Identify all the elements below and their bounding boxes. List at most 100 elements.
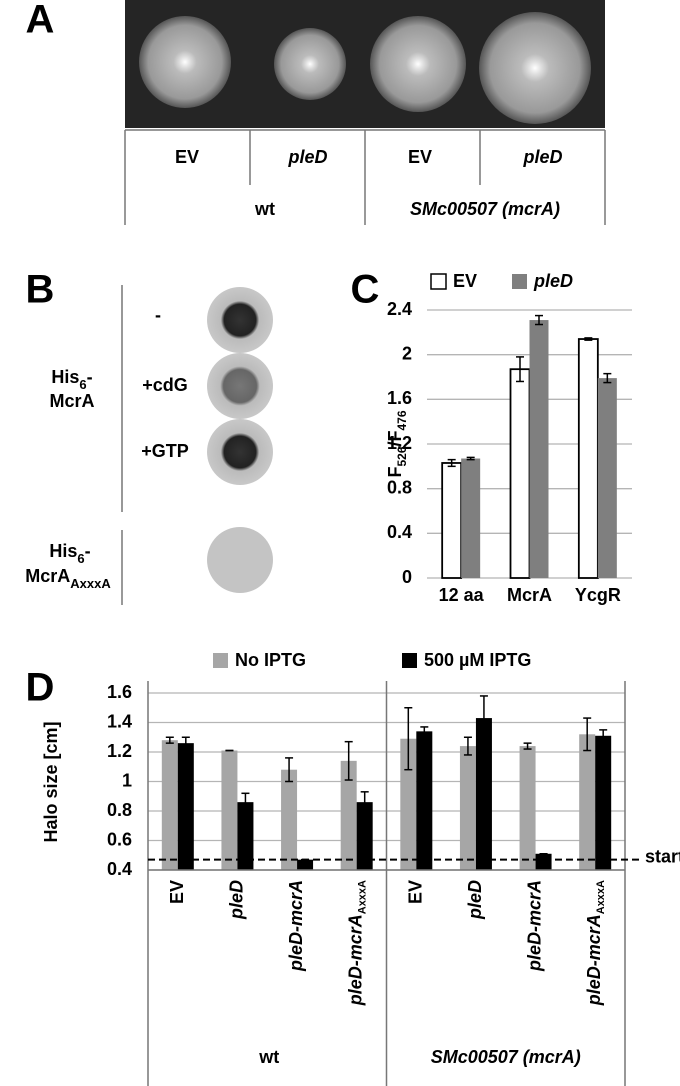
error-bar xyxy=(447,458,456,468)
panel-letter: C xyxy=(351,268,380,312)
bar xyxy=(400,738,417,870)
label-sub: 6 xyxy=(79,377,86,392)
category-text: pleD xyxy=(226,880,246,920)
error-bar xyxy=(584,337,593,341)
x-tick-label: EV xyxy=(167,880,187,904)
halo xyxy=(274,28,346,100)
bar xyxy=(459,746,476,870)
error-bar xyxy=(523,742,532,750)
category-text: pleD-mcrA xyxy=(584,914,604,1006)
group-label: SMc00507 (mcrA) xyxy=(410,199,560,219)
x-tick-label: pleD-mcrAAxxxA xyxy=(345,880,368,1006)
x-tick-label: pleD-mcrA xyxy=(524,880,544,972)
error-bar xyxy=(241,792,250,812)
error-bar xyxy=(516,356,524,383)
error-bar xyxy=(360,791,369,814)
panel-letter: A xyxy=(26,0,55,42)
bar xyxy=(579,734,596,870)
halo xyxy=(370,16,466,112)
x-tick-label: YcgR xyxy=(575,585,621,605)
category-text: pleD xyxy=(465,880,485,920)
group-label: wt xyxy=(258,1047,279,1067)
category-text: pleD-mcrA xyxy=(286,880,306,972)
bar xyxy=(441,462,463,579)
error-bar xyxy=(599,729,608,743)
bar xyxy=(177,743,194,870)
condition-label: +cdG xyxy=(142,375,188,395)
category-text: pleD-mcrA xyxy=(345,914,365,1006)
dot-blot xyxy=(207,287,273,353)
x-tick-label: EV xyxy=(405,880,425,904)
dot-blot xyxy=(207,419,273,485)
x-tick-label: pleD-mcrAAxxxA xyxy=(584,880,607,1006)
y-tick-label: 1.2 xyxy=(107,741,132,761)
bar xyxy=(356,802,373,870)
legend-swatch xyxy=(430,273,447,290)
halo xyxy=(479,12,591,124)
x-tick-label: pleD xyxy=(465,880,485,920)
legend-swatch xyxy=(512,274,527,289)
bar xyxy=(297,859,314,870)
y-tick-label: 1.6 xyxy=(107,682,132,702)
lane-label: pleD xyxy=(287,147,327,167)
x-tick-label: 12 aa xyxy=(439,585,485,605)
lane-label: EV xyxy=(408,147,432,167)
condition-label: +GTP xyxy=(141,441,189,461)
bar xyxy=(535,853,552,870)
bar xyxy=(509,368,531,579)
y-tick-label: 2 xyxy=(402,343,412,363)
label-part: - xyxy=(87,367,93,387)
x-tick-label: pleD-mcrA xyxy=(286,880,306,972)
category-text: EV xyxy=(405,880,425,904)
category-text: pleD-mcrA xyxy=(524,880,544,972)
label-sub: AxxxA xyxy=(70,576,111,591)
error-bar xyxy=(404,707,413,771)
bar xyxy=(161,740,178,870)
y-label-part: F xyxy=(385,467,405,478)
condition-label: - xyxy=(155,305,161,325)
legend-label: No IPTG xyxy=(235,650,306,670)
legend-label: pleD xyxy=(533,271,573,291)
y-tick-label: 0.8 xyxy=(107,800,132,820)
error-bar xyxy=(583,717,592,752)
bar xyxy=(597,378,617,578)
halo xyxy=(139,16,231,108)
protein-label: McrAAxxxA xyxy=(25,566,111,591)
protein-label: His6- xyxy=(51,367,92,392)
error-bar xyxy=(285,757,294,783)
bar xyxy=(237,802,254,870)
y-axis-label: F526/F476 xyxy=(385,410,409,477)
x-tick-label: McrA xyxy=(507,585,552,605)
bar xyxy=(416,731,433,870)
label-sub: 6 xyxy=(77,551,84,566)
error-bar xyxy=(344,740,353,781)
lane-label: pleD xyxy=(522,147,562,167)
group-label: SMc00507 (mcrA) xyxy=(431,1047,581,1067)
bar xyxy=(475,718,492,870)
y-tick-label: 0.4 xyxy=(107,859,132,879)
error-bar xyxy=(535,314,543,326)
panel-letter: D xyxy=(26,666,55,710)
error-bar xyxy=(479,695,488,741)
y-tick-label: 0 xyxy=(402,567,412,587)
lane-label: EV xyxy=(175,147,199,167)
protein-label: His6- xyxy=(49,541,90,566)
dot-blot xyxy=(207,353,273,419)
bar xyxy=(221,750,238,870)
annotation-label: start xyxy=(645,846,680,866)
y-axis-label: Halo size [cm] xyxy=(41,721,61,842)
y-tick-label: 2.4 xyxy=(387,299,412,319)
label-part: His xyxy=(49,541,77,561)
category-sub: AxxxA xyxy=(357,880,369,914)
y-tick-label: 0.4 xyxy=(387,522,412,542)
legend-swatch xyxy=(402,653,417,668)
bar xyxy=(461,458,481,578)
y-label-part: /F xyxy=(385,430,405,446)
y-tick-label: 1.4 xyxy=(107,711,132,731)
x-tick-label: pleD xyxy=(226,880,246,920)
lane-table xyxy=(124,129,606,225)
error-bar xyxy=(463,736,472,756)
legend-label: EV xyxy=(453,271,477,291)
group-label: wt xyxy=(254,199,275,219)
